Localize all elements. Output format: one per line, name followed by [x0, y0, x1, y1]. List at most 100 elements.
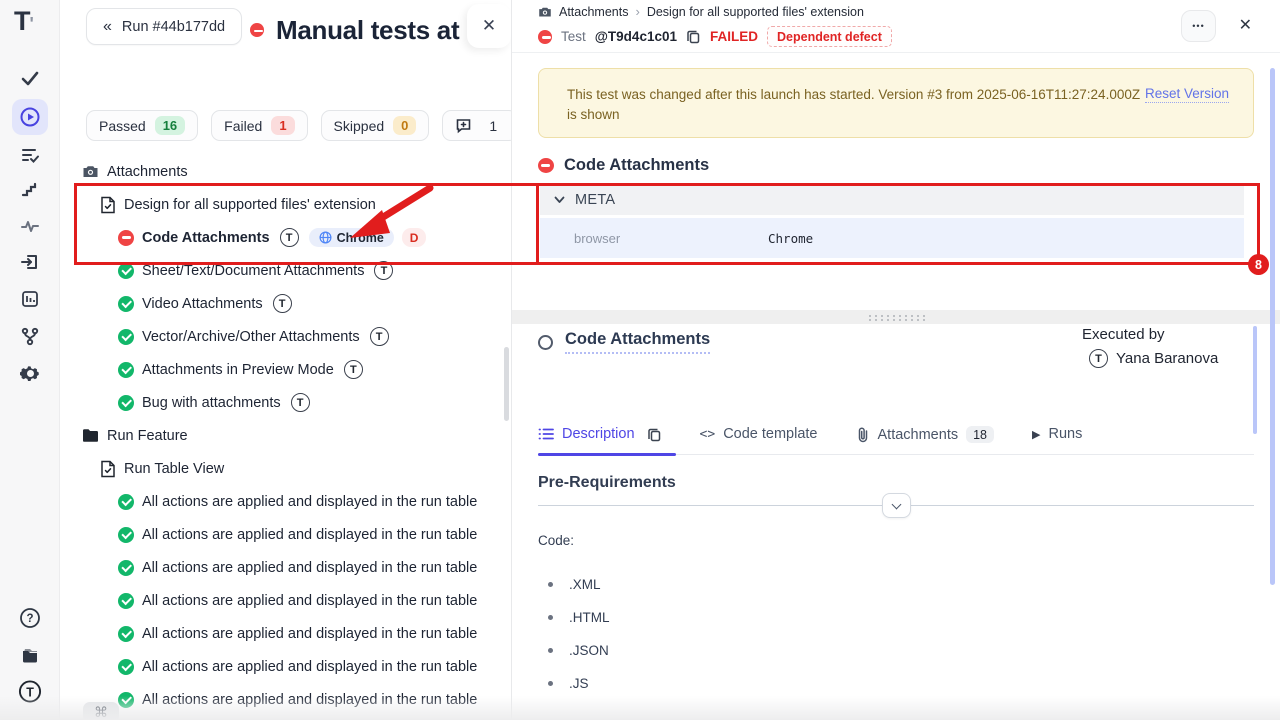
more-actions-button[interactable]: •••: [1181, 10, 1216, 42]
comment-plus-icon: [455, 117, 472, 134]
import-icon[interactable]: [18, 250, 42, 274]
collapse-section-button[interactable]: [882, 493, 911, 518]
test-label: All actions are applied and displayed in…: [142, 691, 478, 708]
description-list-icon: [538, 427, 554, 441]
tree-test-preview[interactable]: Attachments in Preview Mode T: [60, 353, 511, 386]
back-to-run-button[interactable]: « Run #44b177dd: [86, 8, 243, 45]
passed-status-icon: [118, 625, 134, 642]
tree-test-actions-4[interactable]: All actions are applied and displayed in…: [60, 584, 511, 617]
tree-test-actions-2[interactable]: All actions are applied and displayed in…: [60, 518, 511, 551]
tab-attachments[interactable]: Attachments 18: [856, 424, 994, 443]
tree-folder-run-feature[interactable]: Run Feature: [60, 419, 511, 452]
tree-test-actions-5[interactable]: All actions are applied and displayed in…: [60, 617, 511, 650]
tests-check-icon[interactable]: [18, 66, 42, 90]
tree-suite-attachments[interactable]: Attachments: [60, 155, 511, 188]
branches-icon[interactable]: [18, 324, 42, 348]
test-label: Code Attachments: [142, 229, 270, 246]
breadcrumb-suite[interactable]: Attachments: [559, 4, 629, 19]
status-filters: Passed 16 Failed 1 Skipped 0 1: [86, 110, 511, 141]
tab-code-template[interactable]: <> Code template: [700, 424, 818, 442]
reset-version-link[interactable]: Reset Version: [1144, 86, 1229, 103]
test-label: All actions are applied and displayed in…: [142, 592, 478, 609]
camera-icon: [82, 163, 99, 180]
docs-icon[interactable]: [18, 643, 42, 667]
filter-failed[interactable]: Failed 1: [211, 110, 308, 141]
tree-test-sheet[interactable]: Sheet/Text/Document Attachments T: [60, 254, 511, 287]
test-word: Test: [561, 29, 586, 44]
run-failed-status-icon: [250, 23, 264, 37]
tree-test-video[interactable]: Video Attachments T: [60, 287, 511, 320]
app-logo-icon[interactable]: T': [14, 6, 34, 36]
assignee-avatar: T: [343, 360, 363, 379]
header-divider: [512, 52, 1280, 53]
folder-label: Run Feature: [107, 427, 188, 444]
help-icon[interactable]: ?: [18, 606, 42, 630]
copy-test-id-icon[interactable]: [686, 29, 701, 44]
code-brackets-icon: <>: [699, 426, 716, 442]
dependent-defect-badge[interactable]: Dependent defect: [767, 26, 892, 47]
copy-description-icon[interactable]: [647, 427, 662, 442]
unexecuted-status-icon: [538, 334, 553, 350]
passed-status-icon: [118, 295, 134, 312]
pane-resize-handle[interactable]: [512, 310, 1280, 324]
executor-avatar: T: [1089, 349, 1108, 368]
settings-gear-icon[interactable]: [18, 361, 42, 385]
drawer-scrollbar[interactable]: [1270, 68, 1275, 585]
detail-tabs: Description <> Code template Attachments…: [538, 424, 1254, 455]
list-scrollbar[interactable]: [504, 347, 509, 421]
pulse-icon[interactable]: [18, 214, 42, 238]
skipped-count-badge: 0: [393, 116, 417, 135]
section-header: Code Attachments: [538, 156, 709, 175]
filter-passed[interactable]: Passed 16: [86, 110, 199, 141]
test-label: Bug with attachments: [142, 394, 281, 411]
filter-skipped[interactable]: Skipped 0: [320, 110, 430, 141]
tree-scenario-run-table[interactable]: Run Table View: [60, 452, 511, 485]
filter-comments[interactable]: 1: [442, 110, 511, 141]
passed-count-badge: 16: [154, 116, 186, 135]
tree-test-actions-6[interactable]: All actions are applied and displayed in…: [60, 650, 511, 683]
list-item: .JSON: [512, 634, 912, 667]
bullet-icon: [548, 582, 553, 587]
test-label: Vector/Archive/Other Attachments: [142, 328, 360, 345]
passed-status-icon: [118, 493, 134, 510]
run-title: Manual tests at: [276, 14, 460, 45]
tree-test-bug[interactable]: Bug with attachments T: [60, 386, 511, 419]
profile-avatar-icon[interactable]: T: [18, 679, 42, 703]
tab-runs[interactable]: ▶ Runs: [1032, 424, 1082, 442]
passed-status-icon: [118, 328, 134, 345]
meta-key: browser: [574, 230, 621, 246]
drawer-close-button[interactable]: ✕: [1239, 15, 1252, 35]
passed-status-icon: [118, 691, 134, 708]
assignee-avatar: T: [290, 393, 310, 412]
paperclip-icon: [856, 426, 870, 443]
assignee-avatar: T: [279, 228, 299, 247]
list-item: .HTML: [512, 601, 912, 634]
tree-test-vector[interactable]: Vector/Archive/Other Attachments T: [60, 320, 511, 353]
plans-list-check-icon[interactable]: [18, 143, 42, 167]
meta-header[interactable]: META: [540, 185, 1244, 215]
list-item: .XML: [512, 568, 912, 601]
tree-test-code-attachments[interactable]: Code Attachments T Chrome D: [60, 221, 511, 254]
runs-play-icon[interactable]: [18, 105, 42, 129]
filter-passed-label: Passed: [99, 117, 146, 134]
ellipsis-icon: •••: [1192, 21, 1205, 31]
status-text: FAILED: [709, 29, 758, 44]
test-title-row: Code Attachments: [538, 330, 711, 354]
command-key-icon: ⌘: [94, 704, 108, 720]
breadcrumb-scenario[interactable]: Design for all supported files' extensio…: [646, 4, 864, 19]
scenario-label: Run Table View: [124, 460, 225, 477]
command-key-badge: ⌘: [83, 702, 119, 720]
tree-test-actions-3[interactable]: All actions are applied and displayed in…: [60, 551, 511, 584]
test-label: All actions are applied and displayed in…: [142, 658, 478, 675]
tree-test-actions-1[interactable]: All actions are applied and displayed in…: [60, 485, 511, 518]
back-button-label: Run #44b177dd: [121, 18, 226, 35]
tree-scenario-design[interactable]: Design for all supported files' extensio…: [60, 188, 511, 221]
test-title-link[interactable]: Code Attachments: [565, 330, 711, 354]
failed-status-icon: [538, 29, 552, 44]
steps-icon[interactable]: [18, 178, 42, 202]
reports-chart-icon[interactable]: [18, 287, 42, 311]
lower-pane-scrollbar[interactable]: [1253, 326, 1257, 434]
panel-close-button[interactable]: ✕: [467, 4, 511, 48]
tab-description[interactable]: Description: [538, 424, 662, 442]
tree-test-actions-7[interactable]: All actions are applied and displayed in…: [60, 683, 511, 716]
